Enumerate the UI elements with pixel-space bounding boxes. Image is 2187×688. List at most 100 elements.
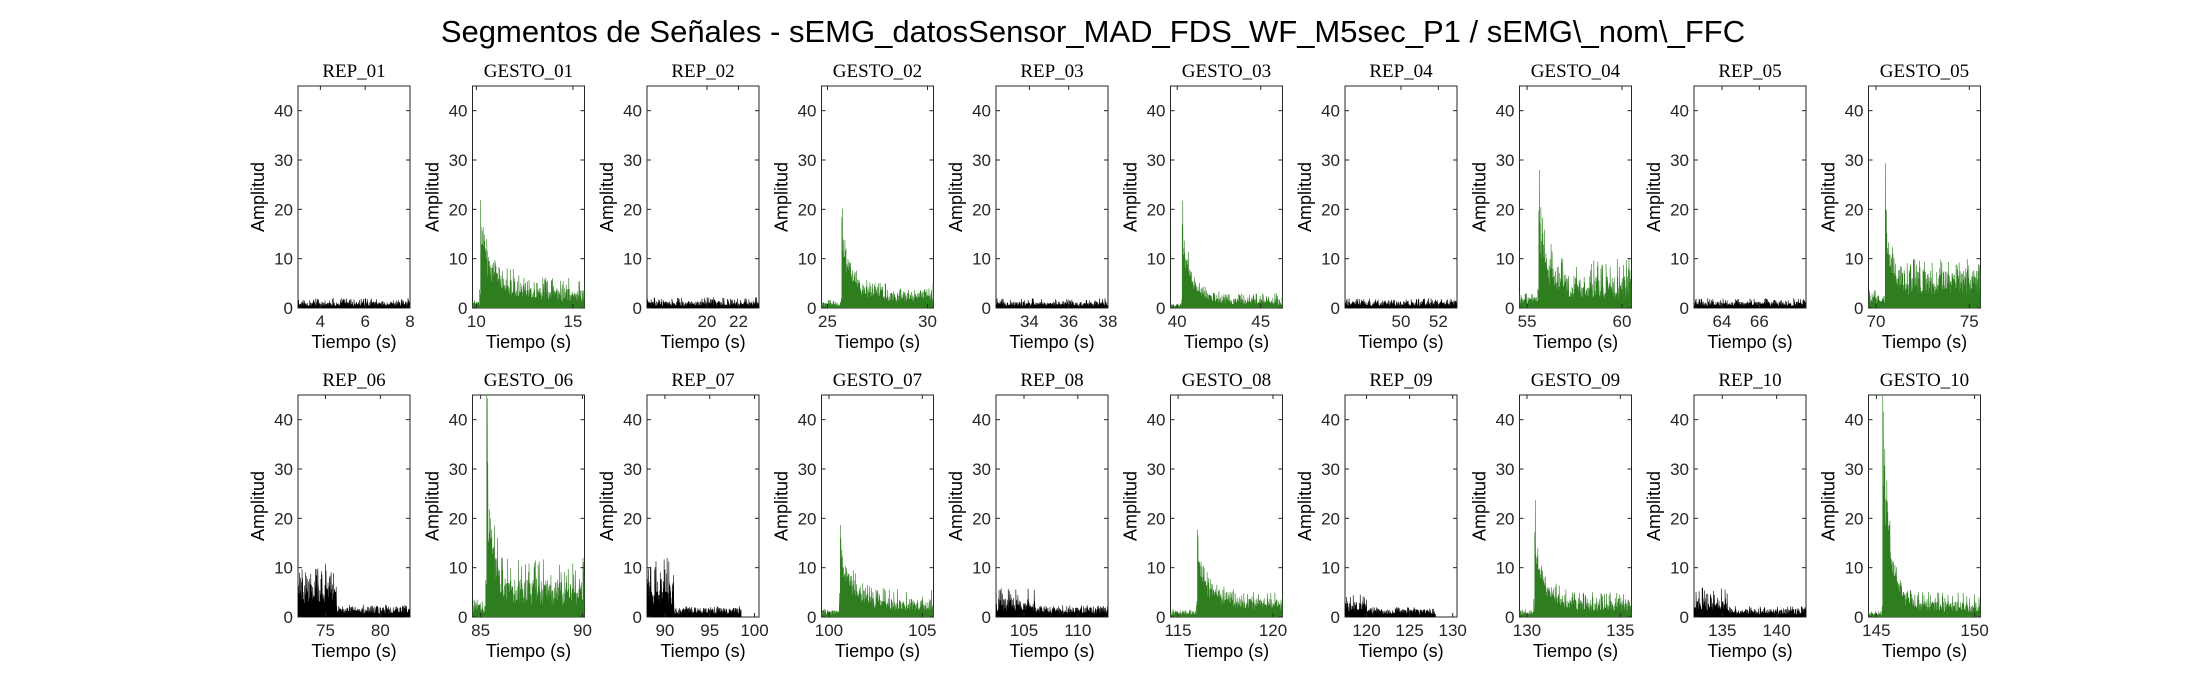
signal-series xyxy=(1170,200,1283,308)
y-tick-label: 30 xyxy=(274,460,293,479)
plot-area xyxy=(1170,394,1283,618)
y-tick-label: 40 xyxy=(1496,102,1515,121)
x-tick-label: 66 xyxy=(1750,312,1769,331)
x-tick-label: 95 xyxy=(700,621,719,640)
y-tick-label: 20 xyxy=(1845,200,1864,219)
plot-area xyxy=(1344,394,1458,618)
y-tick-label: 0 xyxy=(807,299,816,318)
plot-area xyxy=(1519,85,1632,309)
y-axis-label: Amplitud xyxy=(1295,471,1315,541)
signal-series xyxy=(1170,529,1283,617)
y-tick-label: 20 xyxy=(1321,200,1340,219)
y-tick-label: 10 xyxy=(972,559,991,578)
x-tick-label: 90 xyxy=(655,621,674,640)
x-tick-label: 22 xyxy=(729,312,748,331)
signal-series xyxy=(1868,163,1981,308)
y-tick-label: 0 xyxy=(633,608,642,627)
subplot-title: REP_03 xyxy=(1020,61,1083,82)
x-tick-label: 125 xyxy=(1395,621,1423,640)
subplot-title: REP_01 xyxy=(322,61,385,82)
y-axis-label: Amplitud xyxy=(1644,471,1664,541)
x-tick-label: 105 xyxy=(908,621,936,640)
y-axis-label: Amplitud xyxy=(1121,471,1141,541)
subplot-rep-04: 0 10 20 30 40 50 52 REP_04 Tiempo (s) Amplitud xyxy=(1295,61,1458,352)
x-axis-label: Tiempo (s) xyxy=(1533,641,1618,661)
y-tick-label: 20 xyxy=(274,200,293,219)
x-tick-label: 55 xyxy=(1518,312,1537,331)
signal-series xyxy=(1519,499,1632,617)
y-tick-label: 20 xyxy=(972,509,991,528)
plot-area xyxy=(821,394,934,618)
y-tick-label: 20 xyxy=(1147,509,1166,528)
x-tick-label: 90 xyxy=(573,621,592,640)
signal-series xyxy=(821,524,934,617)
x-tick-label: 120 xyxy=(1352,621,1380,640)
subplot-title: GESTO_04 xyxy=(1531,61,1621,82)
y-tick-label: 0 xyxy=(633,299,642,318)
x-axis-label: Tiempo (s) xyxy=(660,641,745,661)
y-tick-label: 10 xyxy=(623,559,642,578)
y-tick-label: 30 xyxy=(1670,151,1689,170)
y-axis-label: Amplitud xyxy=(1470,471,1490,541)
plot-area xyxy=(1344,85,1458,309)
subplot-rep-03: 0 10 20 30 40 34 36 38 REP_03 Tiempo (s) Amplitud xyxy=(946,61,1117,352)
y-tick-label: 0 xyxy=(1680,608,1689,627)
x-tick-label: 15 xyxy=(563,312,582,331)
plot-area xyxy=(646,85,760,309)
subplot-title: GESTO_02 xyxy=(833,61,922,82)
y-tick-label: 20 xyxy=(798,200,817,219)
y-tick-label: 40 xyxy=(449,411,468,430)
y-tick-label: 40 xyxy=(972,102,991,121)
y-tick-label: 10 xyxy=(1496,559,1515,578)
subplot-title: GESTO_07 xyxy=(833,370,922,391)
x-tick-label: 70 xyxy=(1867,312,1886,331)
signal-series xyxy=(298,563,410,617)
y-tick-label: 10 xyxy=(1670,559,1689,578)
plot-area xyxy=(1170,85,1283,309)
x-tick-label: 130 xyxy=(1513,621,1541,640)
y-tick-label: 40 xyxy=(274,411,293,430)
y-tick-label: 20 xyxy=(1496,200,1515,219)
x-tick-label: 52 xyxy=(1429,312,1448,331)
y-axis-label: Amplitud xyxy=(946,162,966,232)
subplot-title: GESTO_08 xyxy=(1182,370,1271,391)
y-tick-label: 10 xyxy=(1496,250,1515,269)
y-tick-label: 30 xyxy=(1670,460,1689,479)
y-tick-label: 10 xyxy=(1321,559,1340,578)
x-tick-label: 120 xyxy=(1259,621,1287,640)
y-tick-label: 40 xyxy=(1147,102,1166,121)
y-tick-label: 0 xyxy=(1156,299,1165,318)
x-tick-label: 36 xyxy=(1059,312,1078,331)
subplot-title: REP_04 xyxy=(1369,61,1433,82)
x-tick-label: 25 xyxy=(818,312,837,331)
y-tick-label: 20 xyxy=(972,200,991,219)
y-tick-label: 30 xyxy=(972,151,991,170)
subplot-rep-10: 0 10 20 30 40 135 140 REP_10 Tiempo (s) Amplitud xyxy=(1644,370,1807,661)
y-tick-label: 10 xyxy=(274,559,293,578)
subplot-rep-01: 0 10 20 30 40 4 6 8 REP_01 Tiempo (s) Amplitud xyxy=(248,61,415,352)
x-tick-label: 10 xyxy=(467,312,486,331)
x-tick-label: 150 xyxy=(1960,621,1988,640)
x-axis-label: Tiempo (s) xyxy=(835,332,920,352)
y-tick-label: 30 xyxy=(1496,460,1515,479)
subplot-rep-08: 0 10 20 30 40 105 110 REP_08 Tiempo (s) Amplitud xyxy=(946,370,1109,661)
subplot-title: REP_10 xyxy=(1718,370,1781,391)
subplot-title: GESTO_10 xyxy=(1880,370,1969,391)
y-tick-label: 0 xyxy=(1505,299,1514,318)
y-axis-label: Amplitud xyxy=(1819,162,1839,232)
y-tick-label: 10 xyxy=(1845,559,1864,578)
subplot-title: GESTO_05 xyxy=(1880,61,1969,82)
y-axis-label: Amplitud xyxy=(423,471,443,541)
plot-area xyxy=(995,394,1109,618)
y-tick-label: 40 xyxy=(1670,411,1689,430)
y-axis-label: Amplitud xyxy=(1121,162,1141,232)
x-tick-label: 80 xyxy=(371,621,390,640)
signal-series xyxy=(996,298,1108,308)
y-tick-label: 10 xyxy=(1670,250,1689,269)
subplot-title: REP_09 xyxy=(1369,370,1432,391)
y-tick-label: 30 xyxy=(1845,460,1864,479)
x-tick-label: 135 xyxy=(1708,621,1736,640)
x-tick-label: 40 xyxy=(1168,312,1187,331)
subplot-rep-07: 0 10 20 30 40 90 95 100 REP_07 Tiempo (s) Amplitud xyxy=(597,370,769,661)
